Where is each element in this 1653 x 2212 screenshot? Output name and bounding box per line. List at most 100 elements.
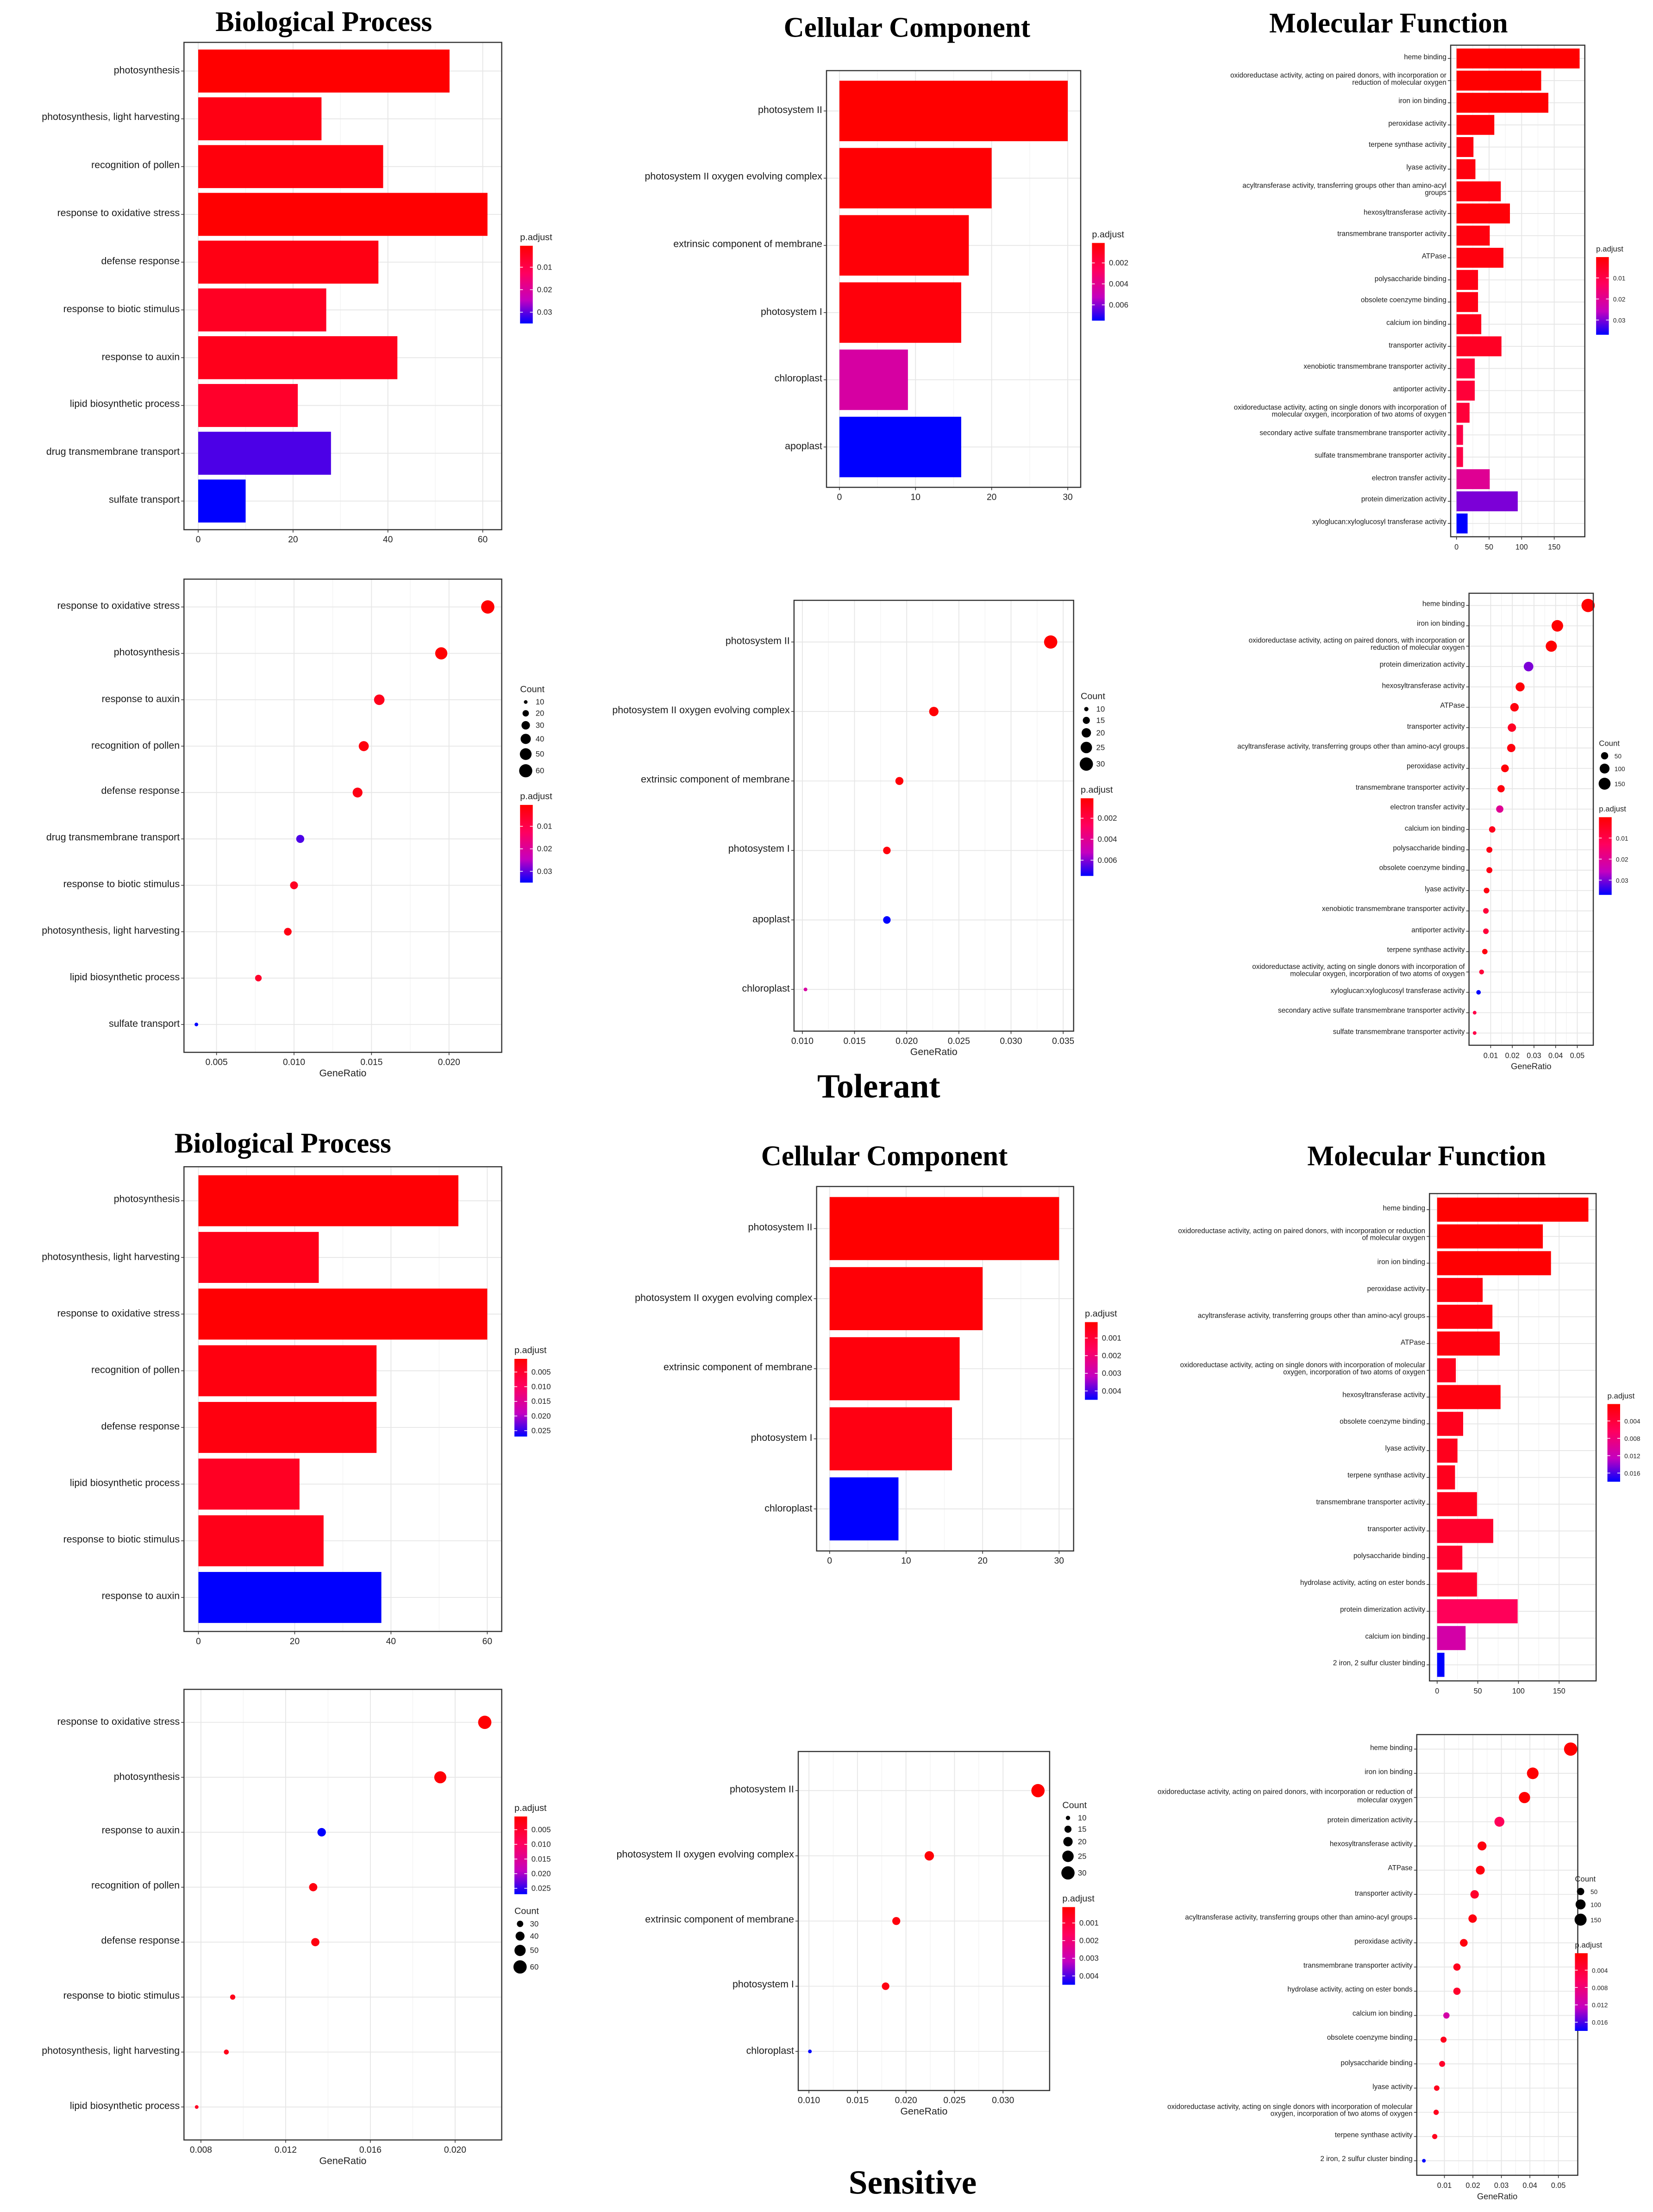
y-label-wrap: photosystem I bbox=[751, 1433, 813, 1443]
chart-tolerant-cellular-component-bar: photosystem II photosystem II oxygen evol… bbox=[645, 70, 1128, 503]
count-legend-label: 10 bbox=[1078, 1814, 1087, 1822]
point-terpene-synthase-activity bbox=[1482, 949, 1488, 955]
point-defense-response bbox=[311, 1938, 319, 1947]
y-tick-label: transmembrane transporter activity bbox=[1316, 1499, 1426, 1508]
y-label-wrap: transporter activity bbox=[1368, 1527, 1426, 1534]
y-tick-label: response to oxidative stress bbox=[57, 1309, 180, 1319]
y-label-wrap: lipid biosynthetic process bbox=[70, 2102, 180, 2111]
point-protein-dimerization-activity bbox=[1494, 1816, 1505, 1827]
count-legend-label: 40 bbox=[530, 1932, 539, 1941]
y-label-wrap: photosynthesis bbox=[114, 648, 180, 658]
bar-photosystem-i bbox=[839, 282, 961, 343]
y-label-wrap: calcium ion binding bbox=[1352, 2011, 1413, 2018]
title-sensitive-cellular-component: Cellular Component bbox=[761, 1141, 1008, 1172]
y-tick-label: polysaccharide binding bbox=[1393, 844, 1465, 854]
padj-legend-label: 0.004 bbox=[1102, 1387, 1121, 1395]
padj-legend-label: 0.020 bbox=[532, 1869, 551, 1878]
count-legend-label: 50 bbox=[1615, 753, 1622, 760]
x-tick-label: 20 bbox=[987, 493, 996, 503]
y-tick-label: iron ion binding bbox=[1417, 621, 1465, 629]
count-legend-label: 30 bbox=[1078, 1868, 1087, 1877]
padj-colorbar bbox=[1080, 798, 1094, 876]
y-tick-label: xyloglucan:xyloglucosyl transferase acti… bbox=[1312, 518, 1446, 527]
count-legend-label: 60 bbox=[530, 1962, 539, 1971]
y-label-wrap: hydrolase activity, acting on ester bond… bbox=[1288, 1986, 1413, 1994]
y-label-wrap: xyloglucan:xyloglucosyl transferase acti… bbox=[1312, 518, 1446, 527]
padj-legend-label: 0.020 bbox=[532, 1412, 551, 1420]
count-legend-dot bbox=[1082, 728, 1091, 738]
count-legend-dot bbox=[1601, 752, 1609, 760]
bar-calcium-ion-binding bbox=[1456, 314, 1482, 334]
y-tick-label: apoplast bbox=[752, 915, 790, 925]
y-label-wrap: response to auxin bbox=[102, 1827, 180, 1837]
bar-sulfate-transmembrane-transporter-activi bbox=[1456, 447, 1463, 467]
padj-legend-label: 0.012 bbox=[1592, 2002, 1608, 2009]
plot-border bbox=[1429, 1193, 1597, 1682]
padj-colorbar bbox=[514, 1816, 527, 1894]
y-label-wrap: oxidoreductase activity, acting on paire… bbox=[1178, 1228, 1425, 1243]
x-tick-label: 100 bbox=[1515, 543, 1528, 551]
point-hexosyltransferase-activity bbox=[1515, 682, 1525, 691]
point-photosystem-i bbox=[883, 847, 891, 855]
x-tick-label: 20 bbox=[290, 1637, 300, 1646]
y-tick-label: defense response bbox=[101, 257, 180, 267]
x-tick-label: 0.03 bbox=[1494, 2181, 1509, 2190]
count-legend-dot bbox=[520, 748, 532, 760]
y-tick-label: peroxidase activity bbox=[1367, 1285, 1426, 1294]
point-recognition-of-pollen bbox=[309, 1883, 318, 1892]
x-tick-label: 0.03 bbox=[1527, 1051, 1541, 1060]
y-label-wrap: xyloglucan:xyloglucosyl transferase acti… bbox=[1331, 988, 1465, 995]
x-tick-label: 0.035 bbox=[1052, 1037, 1074, 1046]
y-label-wrap: iron ion binding bbox=[1417, 621, 1465, 629]
y-tick-label: response to oxidative stress bbox=[57, 1717, 180, 1727]
y-label-wrap: photosystem II oxygen evolving complex bbox=[612, 706, 789, 716]
y-tick-label: heme binding bbox=[1370, 1744, 1413, 1753]
y-tick-label: transmembrane transporter activity bbox=[1303, 1961, 1413, 1971]
padj-legend-label: 0.01 bbox=[1616, 835, 1628, 842]
y-tick-label: terpene synthase activity bbox=[1347, 1472, 1426, 1481]
padj-legend-title: p.adjust bbox=[1599, 804, 1626, 813]
y-tick-label: secondary active sulfate transmembrane t… bbox=[1278, 1007, 1465, 1016]
padj-legend-label: 0.005 bbox=[532, 1825, 551, 1834]
count-legend-label: 25 bbox=[1078, 1852, 1087, 1861]
x-tick-label: 0 bbox=[1454, 543, 1459, 551]
y-label-wrap: ATPase bbox=[1388, 1866, 1413, 1873]
bar-polysaccharide-binding bbox=[1437, 1546, 1463, 1570]
y-tick-label: obsolete coenzyme binding bbox=[1327, 2034, 1413, 2043]
y-label-wrap: response to oxidative stress bbox=[57, 1717, 180, 1727]
charts-layer: photosynthesis photosynthesis, light harv… bbox=[42, 42, 1640, 2201]
padj-colorbar bbox=[1062, 1907, 1075, 1985]
point-response-to-oxidative-stress bbox=[478, 1716, 492, 1729]
bar-photosystem-ii bbox=[829, 1197, 1059, 1260]
y-tick-label: protein dimerization activity bbox=[1379, 661, 1465, 670]
padj-legend-title: p.adjust bbox=[1085, 1308, 1117, 1319]
y-tick-label: transmembrane transporter activity bbox=[1337, 230, 1446, 239]
x-tick-label: 0 bbox=[196, 1637, 201, 1646]
x-tick-label: 40 bbox=[383, 535, 393, 545]
padj-legend-label: 0.004 bbox=[1098, 835, 1117, 843]
point-atpase bbox=[1476, 1866, 1485, 1875]
y-tick-label: oxidoreductase activity, acting on paire… bbox=[1248, 637, 1465, 654]
y-label-wrap: transmembrane transporter activity bbox=[1316, 1499, 1426, 1508]
count-legend-dot bbox=[1084, 707, 1089, 711]
x-tick-label: 50 bbox=[1485, 543, 1493, 551]
x-tick-label: 60 bbox=[478, 535, 488, 545]
y-label-wrap: defense response bbox=[101, 1937, 180, 1947]
point-xyloglucan-xyloglucosyl-transferase-acti bbox=[1476, 990, 1481, 995]
y-label-wrap: response to biotic stimulus bbox=[63, 305, 180, 314]
bar-acyltransferase-activity-transferring-gr bbox=[1456, 181, 1501, 201]
y-label-wrap: defense response bbox=[101, 787, 180, 797]
x-axis-title: GeneRatio bbox=[319, 1068, 366, 1079]
bar-photosystem-i bbox=[829, 1407, 952, 1470]
count-legend-label: 150 bbox=[1615, 781, 1625, 788]
bar-calcium-ion-binding bbox=[1437, 1626, 1466, 1650]
y-label-wrap: hexosyltransferase activity bbox=[1364, 209, 1446, 216]
y-tick-label: iron ion binding bbox=[1377, 1258, 1426, 1267]
y-label-wrap: protein dimerization activity bbox=[1379, 661, 1465, 670]
y-tick-label: peroxidase activity bbox=[1407, 763, 1465, 772]
padj-colorbar bbox=[520, 245, 533, 324]
bar-photosynthesis-light-harvesting bbox=[198, 97, 322, 140]
point-photosystem-ii bbox=[1031, 1784, 1045, 1797]
y-tick-label: photosystem II oxygen evolving complex bbox=[635, 1293, 813, 1304]
y-label-wrap: obsolete coenzyme binding bbox=[1361, 297, 1446, 305]
